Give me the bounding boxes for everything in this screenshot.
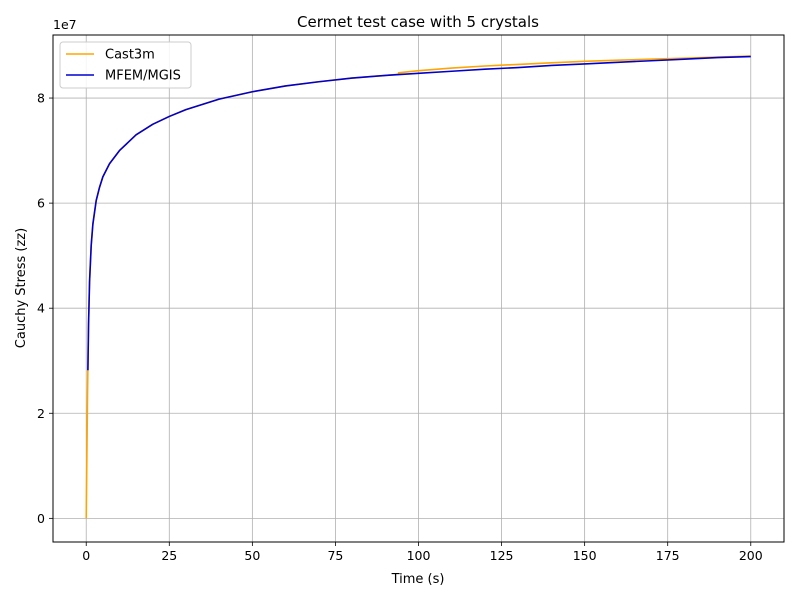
x-tick-label: 100 bbox=[407, 548, 431, 563]
y-axis-ticks: 0 2 4 6 8 bbox=[37, 91, 53, 526]
x-tick-label: 75 bbox=[327, 548, 343, 563]
x-tick-label: 150 bbox=[573, 548, 597, 563]
x-tick-label: 0 bbox=[82, 548, 90, 563]
chart-title: Cermet test case with 5 crystals bbox=[297, 13, 539, 31]
y-tick-label: 2 bbox=[37, 406, 45, 421]
y-axis-multiplier: 1e7 bbox=[53, 17, 77, 32]
x-axis-label: Time (s) bbox=[391, 572, 445, 587]
series-lines bbox=[85, 55, 751, 519]
y-tick-label: 0 bbox=[37, 511, 45, 526]
legend-label: MFEM/MGIS bbox=[105, 69, 181, 84]
x-axis-ticks: 0 25 50 75 100 125 150 175 200 bbox=[82, 542, 763, 563]
y-axis-label: Cauchy Stress (zz) bbox=[14, 228, 29, 348]
x-tick-label: 25 bbox=[161, 548, 177, 563]
x-tick-label: 50 bbox=[244, 548, 260, 563]
x-tick-label: 125 bbox=[490, 548, 514, 563]
x-tick-label: 200 bbox=[739, 548, 763, 563]
x-tick-label: 175 bbox=[656, 548, 680, 563]
grid bbox=[53, 35, 784, 542]
y-tick-label: 8 bbox=[37, 91, 45, 106]
y-tick-label: 4 bbox=[37, 301, 45, 316]
legend-label: Cast3m bbox=[105, 48, 155, 63]
series-line-mfem-mgis bbox=[87, 55, 751, 371]
legend: Cast3m MFEM/MGIS bbox=[59, 41, 192, 89]
y-tick-label: 6 bbox=[37, 196, 45, 211]
